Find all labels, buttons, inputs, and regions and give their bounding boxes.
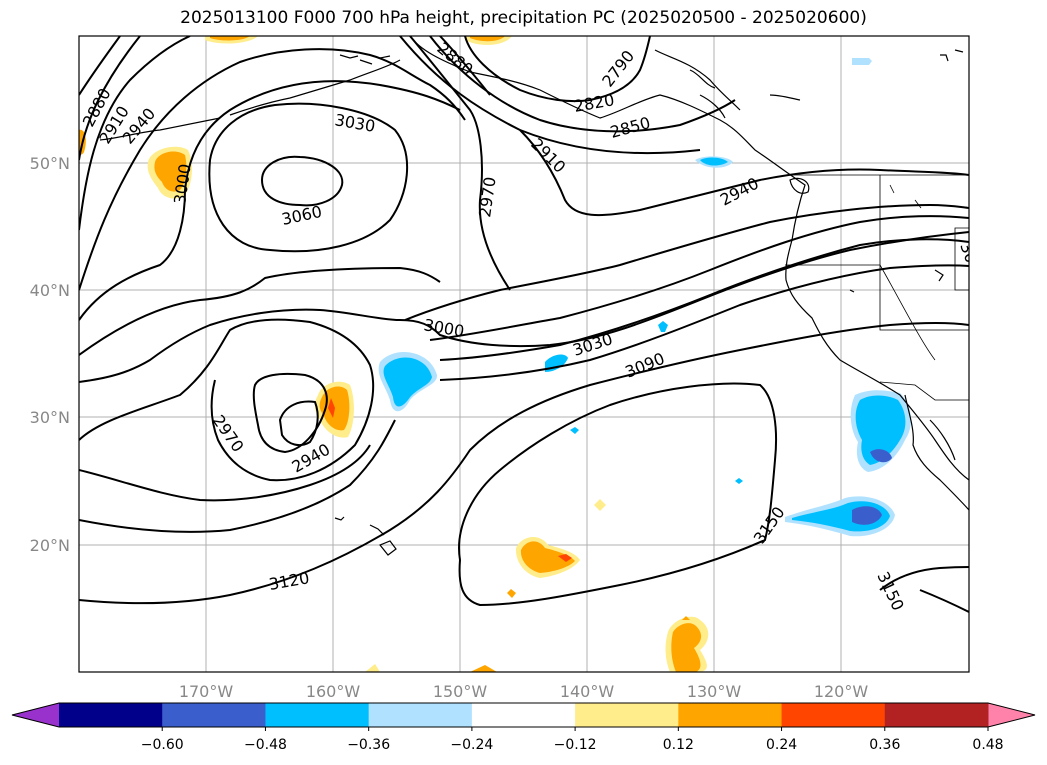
lon-label: 120°W [814, 682, 869, 701]
colorbar-tick-label: −0.36 [347, 737, 390, 753]
colorbar-segment [368, 703, 473, 727]
lon-label: 130°W [687, 682, 742, 701]
latitude-labels: 50°N 40°N 30°N 20°N [30, 154, 70, 555]
longitude-labels: 170°W 160°W 150°W 140°W 130°W 120°W [179, 682, 869, 701]
colorbar-segment [471, 703, 576, 727]
precip-shading [79, 36, 912, 672]
colorbar-tick-label: −0.24 [450, 737, 493, 753]
colorbar-tick-label: 0.24 [766, 737, 797, 753]
colorbar-segment [781, 703, 886, 727]
colorbar-segment [265, 703, 370, 727]
colorbar-tick-label: −0.48 [244, 737, 287, 753]
lat-label: 30°N [30, 408, 70, 427]
lon-label: 160°W [306, 682, 361, 701]
height-contours [79, 36, 969, 613]
colorbar-tick-label: −0.12 [554, 737, 597, 753]
colorbar-tick-label: 0.48 [972, 737, 1003, 753]
map-frame [78, 35, 970, 673]
political-borders [785, 174, 969, 401]
colorbar-tick-label: 0.36 [869, 737, 900, 753]
colorbar-segment [575, 703, 679, 727]
colorbar-tick-label: 0.12 [663, 737, 694, 753]
lat-label: 40°N [30, 281, 70, 300]
colorbar-tick-label: −0.60 [141, 737, 184, 753]
colorbar-extend-min [12, 703, 59, 727]
gridlines [79, 36, 969, 672]
lon-label: 140°W [560, 682, 615, 701]
plot-title: 2025013100 F000 700 hPa height, precipit… [180, 8, 867, 28]
colorbar-segment [678, 703, 783, 727]
lat-label: 20°N [30, 536, 70, 555]
colorbar-segment [162, 703, 266, 727]
coastlines [99, 36, 969, 556]
colorbar-extend-max [988, 703, 1035, 727]
lon-label: 150°W [433, 682, 488, 701]
colorbar-segment [884, 703, 989, 727]
colorbar-segment [59, 703, 163, 727]
lon-label: 170°W [179, 682, 234, 701]
colorbar: −0.60 −0.48 −0.36 −0.24 −0.12 0.12 0.24 0.36 0.4… [11, 702, 1036, 753]
lat-label: 50°N [30, 154, 70, 173]
